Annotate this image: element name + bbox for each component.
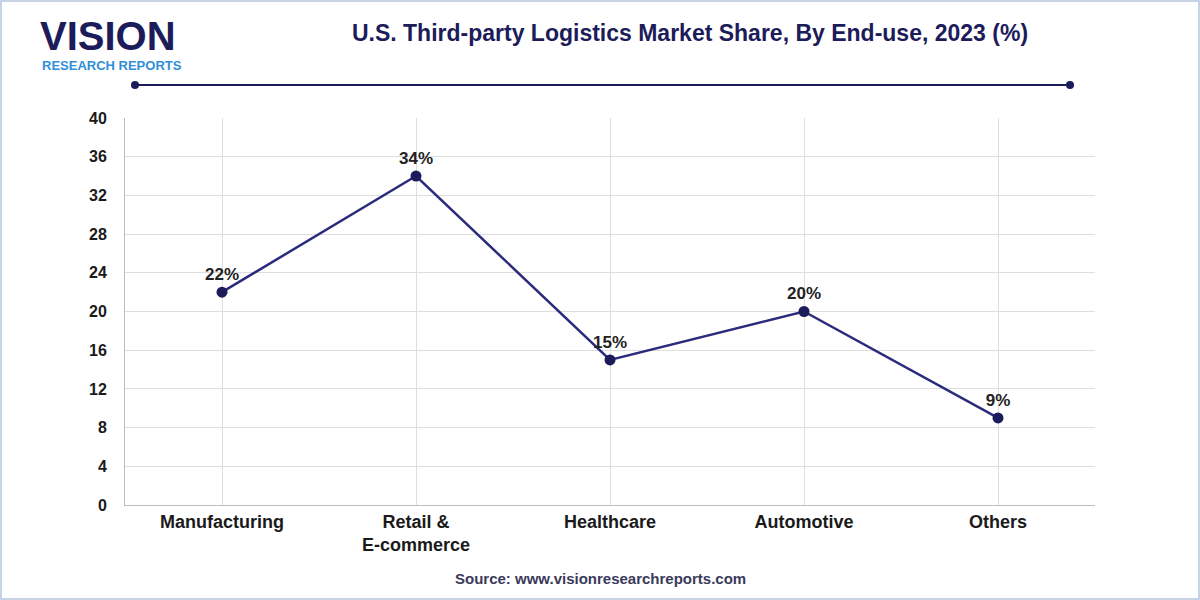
svg-text:Others: Others — [969, 512, 1027, 532]
svg-text:Source: www.visionresearchrepo: Source: www.visionresearchreports.com — [455, 570, 746, 587]
svg-text:RESEARCH REPORTS: RESEARCH REPORTS — [42, 58, 182, 73]
svg-text:20: 20 — [89, 303, 107, 320]
svg-text:16: 16 — [89, 342, 107, 359]
svg-text:Manufacturing: Manufacturing — [160, 512, 284, 532]
svg-text:8: 8 — [98, 419, 107, 436]
svg-text:Automotive: Automotive — [755, 512, 854, 532]
svg-text:4: 4 — [98, 458, 107, 475]
svg-text:9%: 9% — [986, 391, 1011, 410]
svg-text:24: 24 — [89, 264, 107, 281]
svg-text:34%: 34% — [399, 149, 433, 168]
svg-text:12: 12 — [89, 381, 107, 398]
svg-text:Healthcare: Healthcare — [564, 512, 656, 532]
svg-text:15%: 15% — [593, 333, 627, 352]
svg-text:U.S. Third-party Logistics Mar: U.S. Third-party Logistics Market Share,… — [352, 20, 1028, 46]
svg-text:Retail &E-commerce: Retail &E-commerce — [362, 512, 470, 555]
svg-text:32: 32 — [89, 187, 107, 204]
svg-text:36: 36 — [89, 148, 107, 165]
svg-text:0: 0 — [98, 497, 107, 514]
svg-text:20%: 20% — [787, 284, 821, 303]
svg-text:28: 28 — [89, 226, 107, 243]
svg-text:40: 40 — [89, 110, 107, 127]
svg-text:VISION: VISION — [40, 14, 176, 58]
svg-text:22%: 22% — [205, 265, 239, 284]
